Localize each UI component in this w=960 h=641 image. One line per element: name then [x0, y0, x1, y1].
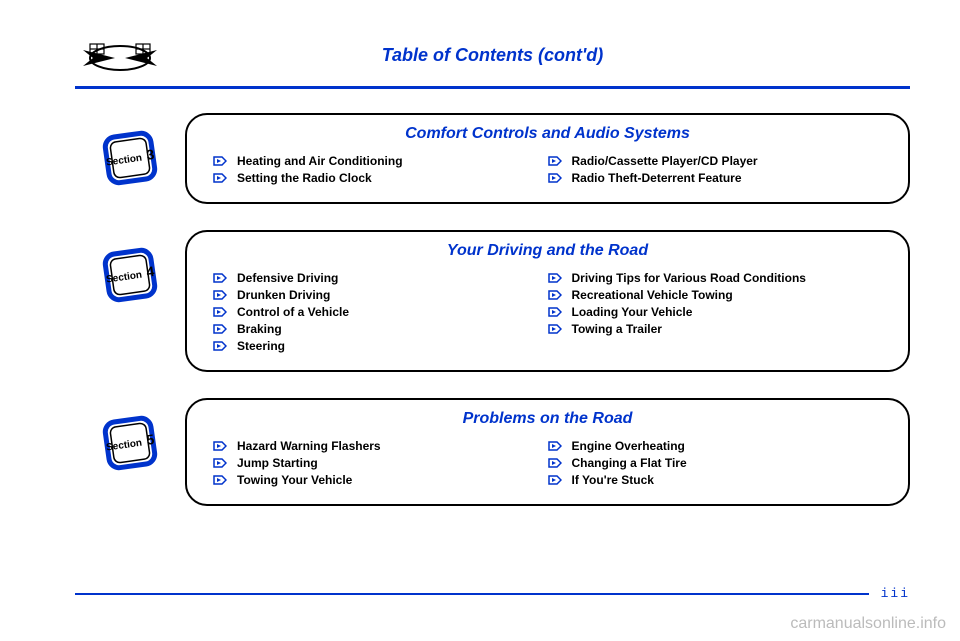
toc-link-label: Radio Theft-Deterrent Feature [572, 171, 742, 185]
section-title: Problems on the Road [213, 410, 882, 428]
toc-link-label: Hazard Warning Flashers [237, 439, 381, 453]
toc-link[interactable]: If You're Stuck [548, 473, 883, 487]
toc-link-label: Loading Your Vehicle [572, 305, 693, 319]
toc-link-label: Setting the Radio Clock [237, 171, 372, 185]
toc-link-label: Steering [237, 339, 285, 353]
toc-link-label: Heating and Air Conditioning [237, 154, 403, 168]
toc-column: Heating and Air Conditioning Setting the… [213, 151, 548, 188]
footer-rule [75, 593, 869, 595]
toc-column: Defensive Driving Drunken Driving Contro… [213, 268, 548, 356]
toc-link[interactable]: Jump Starting [213, 456, 548, 470]
toc-link-label: Braking [237, 322, 282, 336]
toc-link-label: Engine Overheating [572, 439, 685, 453]
corvette-logo-icon [75, 30, 165, 80]
page-title: Table of Contents (cont'd) [165, 45, 820, 66]
section-row: Section 4Your Driving and the Road Defen… [75, 230, 910, 372]
toc-link[interactable]: Braking [213, 322, 548, 336]
toc-link[interactable]: Steering [213, 339, 548, 353]
toc-link[interactable]: Towing Your Vehicle [213, 473, 548, 487]
section-badge: Section 4 [75, 230, 185, 308]
toc-column: Hazard Warning Flashers Jump Starting To… [213, 436, 548, 490]
toc-link-label: Control of a Vehicle [237, 305, 349, 319]
toc-link[interactable]: Radio Theft-Deterrent Feature [548, 171, 883, 185]
toc-link[interactable]: Recreational Vehicle Towing [548, 288, 883, 302]
toc-link[interactable]: Loading Your Vehicle [548, 305, 883, 319]
toc-column: Radio/Cassette Player/CD Player Radio Th… [548, 151, 883, 188]
section-badge: Section 3 [75, 113, 185, 191]
toc-link-label: Jump Starting [237, 456, 318, 470]
toc-link-label: Towing Your Vehicle [237, 473, 352, 487]
section-badge: Section 5 [75, 398, 185, 476]
toc-link[interactable]: Drunken Driving [213, 288, 548, 302]
section-title: Your Driving and the Road [213, 242, 882, 260]
toc-link[interactable]: Engine Overheating [548, 439, 883, 453]
toc-link-label: Towing a Trailer [572, 322, 662, 336]
toc-column: Driving Tips for Various Road Conditions… [548, 268, 883, 356]
section-box: Comfort Controls and Audio Systems Heati… [185, 113, 910, 204]
toc-link[interactable]: Heating and Air Conditioning [213, 154, 548, 168]
toc-link[interactable]: Changing a Flat Tire [548, 456, 883, 470]
toc-link[interactable]: Driving Tips for Various Road Conditions [548, 271, 883, 285]
section-box: Problems on the Road Hazard Warning Flas… [185, 398, 910, 506]
toc-link-label: Defensive Driving [237, 271, 338, 285]
section-title: Comfort Controls and Audio Systems [213, 125, 882, 143]
toc-link[interactable]: Radio/Cassette Player/CD Player [548, 154, 883, 168]
section-box: Your Driving and the Road Defensive Driv… [185, 230, 910, 372]
toc-link-label: Driving Tips for Various Road Conditions [572, 271, 806, 285]
toc-link-label: If You're Stuck [572, 473, 654, 487]
toc-link-label: Changing a Flat Tire [572, 456, 687, 470]
toc-column: Engine Overheating Changing a Flat Tire … [548, 436, 883, 490]
watermark: carmanualsonline.info [790, 615, 946, 633]
toc-link[interactable]: Setting the Radio Clock [213, 171, 548, 185]
footer: iii [75, 586, 910, 601]
header-rule [75, 86, 910, 89]
section-row: Section 3Comfort Controls and Audio Syst… [75, 113, 910, 204]
toc-link-label: Recreational Vehicle Towing [572, 288, 733, 302]
toc-link-label: Radio/Cassette Player/CD Player [572, 154, 758, 168]
toc-link[interactable]: Control of a Vehicle [213, 305, 548, 319]
toc-link-label: Drunken Driving [237, 288, 330, 302]
toc-link[interactable]: Hazard Warning Flashers [213, 439, 548, 453]
toc-link[interactable]: Towing a Trailer [548, 322, 883, 336]
header: Table of Contents (cont'd) [75, 30, 910, 80]
section-row: Section 5Problems on the Road Hazard War… [75, 398, 910, 506]
toc-link[interactable]: Defensive Driving [213, 271, 548, 285]
page-number: iii [881, 586, 910, 601]
